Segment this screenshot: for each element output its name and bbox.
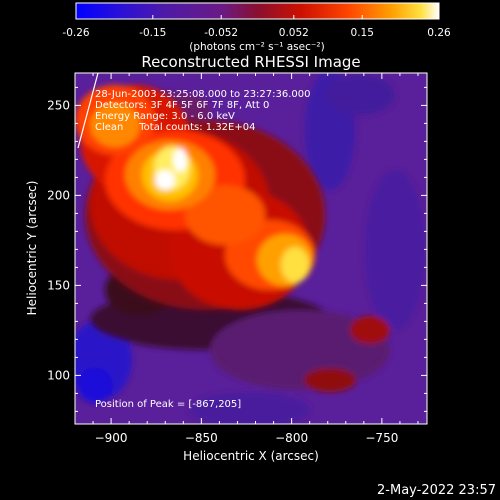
colorbar-ticks: -0.26 -0.15 -0.052 0.052 0.15 0.26 xyxy=(62,15,451,39)
plot-frame xyxy=(74,72,428,425)
colorbar: -0.26 -0.15 -0.052 0.052 0.15 0.26 (photons c… xyxy=(62,2,451,53)
heatmap-image xyxy=(75,73,427,424)
y-tick-label: 100 xyxy=(47,368,70,382)
y-axis-label: Heliocentric Y (arcsec) xyxy=(25,181,39,316)
x-tick-label: −850 xyxy=(185,431,218,445)
annotation-time-range: 28-Jun-2003 23:25:08.000 to 23:27:36.000 xyxy=(95,89,311,100)
y-axis-ticks: 100 150 200 250 xyxy=(47,86,427,412)
x-axis-ticks: −900 −850 −800 −750 xyxy=(74,73,419,445)
annotation-detectors: Detectors: 3F 4F 5F 6F 7F 8F, Att 0 xyxy=(95,100,269,111)
colorbar-tick-label: 0.052 xyxy=(279,27,309,39)
x-tick-label: −750 xyxy=(365,431,398,445)
chart-title: Reconstructed RHESSI Image xyxy=(141,53,360,71)
x-tick-label: −800 xyxy=(275,431,308,445)
colorbar-unit-label: (photons cm⁻² s⁻¹ asec⁻²) xyxy=(189,41,324,53)
annotations: 28-Jun-2003 23:25:08.000 to 23:27:36.000… xyxy=(95,89,311,410)
colorbar-tick-label: -0.15 xyxy=(139,27,166,39)
y-tick-label: 200 xyxy=(47,188,70,202)
colorbar-tick-label: 0.26 xyxy=(427,27,451,39)
x-axis-label: Heliocentric X (arcsec) xyxy=(183,449,319,463)
annotation-peak-position: Position of Peak = [-867,205] xyxy=(95,399,241,410)
colorbar-tick-label: -0.052 xyxy=(204,27,238,39)
colorbar-tick-label: 0.15 xyxy=(351,27,374,39)
annotation-energy-range: Energy Range: 3.0 - 6.0 keV xyxy=(95,111,235,122)
colorbar-tick-label: -0.26 xyxy=(62,27,89,39)
y-tick-label: 250 xyxy=(47,98,70,112)
y-tick-label: 150 xyxy=(47,278,70,292)
streak-line xyxy=(77,73,99,149)
x-tick-label: −900 xyxy=(95,431,128,445)
footer-timestamp: 2-May-2022 23:57 xyxy=(377,483,496,498)
annotation-clean-counts: Clean Total counts: 1.32E+04 xyxy=(95,122,255,133)
colorbar-gradient xyxy=(75,2,440,20)
